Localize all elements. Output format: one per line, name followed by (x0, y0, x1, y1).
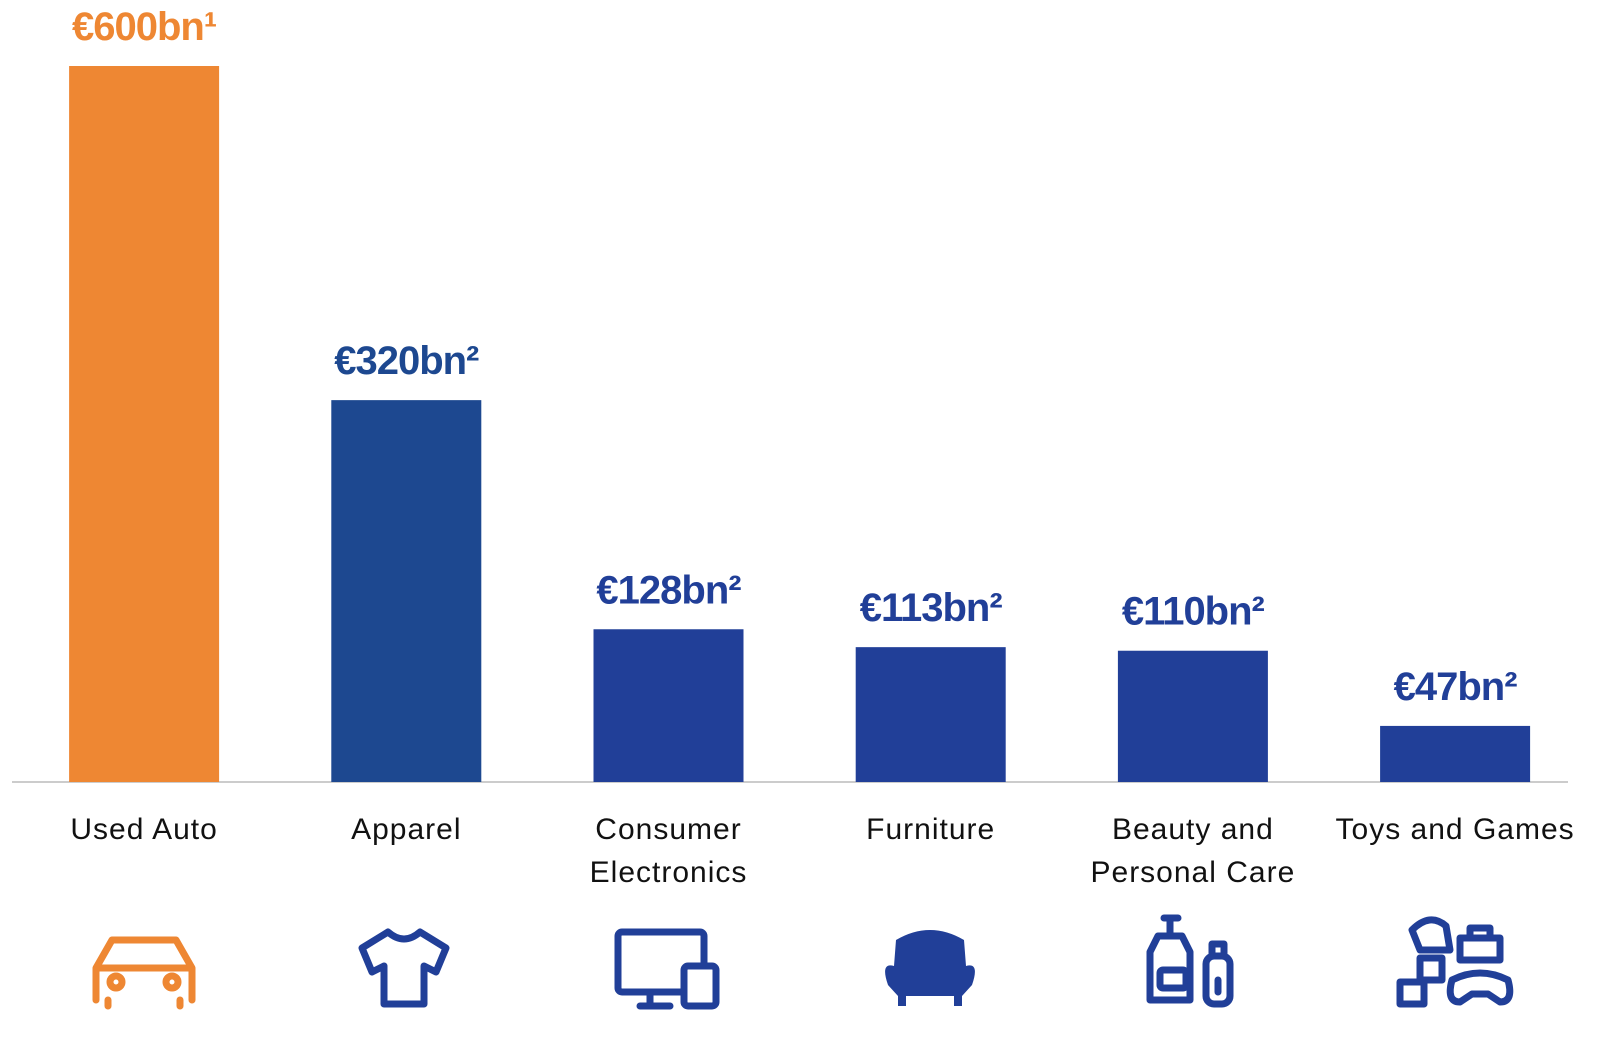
category-label: Consumer Electronics (589, 813, 748, 889)
electronics-icon (614, 928, 720, 1010)
chair-icon (885, 930, 975, 1006)
category-label: Beauty and Personal Care (1090, 813, 1296, 889)
value-label: €600bn¹ (72, 5, 217, 49)
bar (69, 66, 220, 782)
category-label: Used Auto (70, 813, 218, 846)
toys-icon (1396, 916, 1514, 1008)
value-label: €320bn² (334, 339, 479, 383)
category-label: Toys and Games (1335, 813, 1575, 846)
category-label: Furniture (866, 813, 996, 846)
shirt-icon (358, 928, 450, 1008)
bar (1117, 650, 1268, 782)
value-label: €128bn² (596, 568, 741, 612)
value-label: €47bn² (1394, 665, 1518, 709)
beauty-icon (1146, 914, 1234, 1008)
car-icon (92, 936, 196, 1010)
bar (331, 400, 482, 782)
bar (855, 647, 1006, 782)
value-label: €113bn² (860, 586, 1003, 630)
category-label: Apparel (351, 813, 462, 846)
value-label: €110bn² (1122, 590, 1265, 634)
bar (593, 629, 744, 782)
bar (1380, 725, 1531, 782)
